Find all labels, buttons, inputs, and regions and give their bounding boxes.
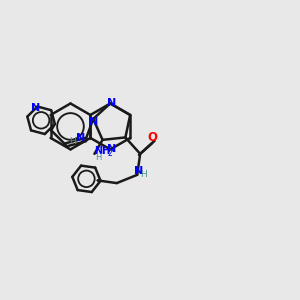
- Text: H: H: [69, 137, 76, 146]
- Text: NH: NH: [94, 146, 110, 157]
- Text: N: N: [107, 144, 116, 154]
- Text: N: N: [76, 133, 85, 143]
- Text: H: H: [140, 170, 147, 179]
- Text: O: O: [148, 131, 158, 144]
- Text: 2: 2: [107, 149, 112, 158]
- Text: N: N: [31, 103, 40, 113]
- Text: H: H: [95, 153, 101, 162]
- Text: N: N: [88, 117, 98, 128]
- Text: N: N: [107, 98, 116, 109]
- Text: N: N: [134, 166, 143, 176]
